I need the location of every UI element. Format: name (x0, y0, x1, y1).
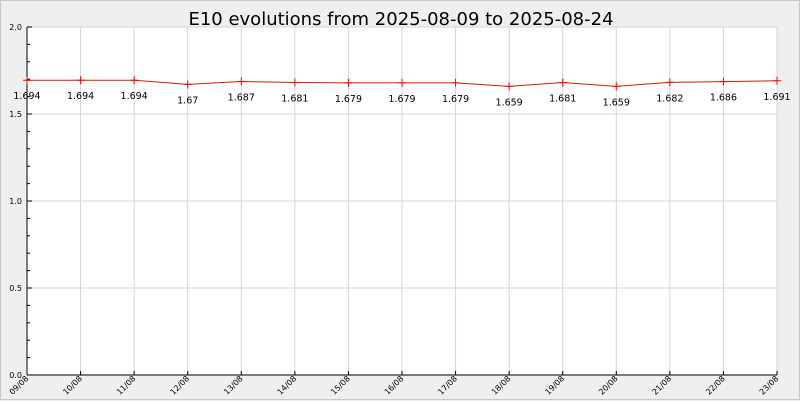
data-point (76, 76, 85, 85)
data-label: 1.679 (335, 94, 362, 105)
x-tick-label: 18/08 (490, 374, 513, 397)
data-label: 1.681 (549, 94, 576, 105)
y-tick-label: 1.0 (9, 197, 22, 206)
x-tick-label: 13/08 (222, 374, 245, 397)
data-label: 1.679 (388, 94, 415, 105)
x-tick-label: 20/08 (597, 374, 620, 397)
data-point (183, 80, 192, 89)
data-point (773, 76, 781, 85)
data-label: 1.67 (177, 95, 198, 106)
data-point (719, 77, 728, 86)
data-label: 1.679 (442, 94, 469, 105)
data-point (344, 78, 353, 87)
data-label: 1.659 (603, 97, 630, 108)
x-tick-label: 16/08 (383, 374, 406, 397)
y-axis-ticks: 0.0 0.5 1.0 1.5 2.0 (9, 23, 32, 380)
data-label: 1.659 (496, 97, 523, 108)
data-point (237, 77, 246, 86)
x-tick-label: 19/08 (543, 374, 566, 397)
data-label: 1.687 (228, 92, 255, 103)
data-point (290, 78, 299, 87)
x-tick-label: 14/08 (276, 374, 299, 397)
data-labels: 1.694 1.694 1.694 1.67 1.687 1.681 1.679 1.679 1… (13, 91, 790, 108)
y-tick-label: 0.5 (9, 284, 22, 293)
y-tick-label: 0.0 (9, 371, 22, 380)
x-tick-label: 23/08 (758, 374, 781, 397)
y-tick-label: 2.0 (9, 23, 22, 32)
data-point (612, 82, 621, 91)
x-tick-label: 17/08 (436, 374, 459, 397)
data-point (398, 78, 406, 87)
data-point (23, 76, 31, 85)
data-point (451, 78, 460, 87)
series-e10 (23, 76, 781, 91)
data-label: 1.694 (13, 91, 40, 102)
chart-title: E10 evolutions from 2025-08-09 to 2025-0… (188, 9, 613, 30)
x-tick-label: 21/08 (651, 374, 674, 397)
data-point (505, 82, 514, 91)
data-label: 1.694 (121, 91, 148, 102)
data-label: 1.694 (67, 91, 94, 102)
x-tick-label: 10/08 (61, 374, 84, 397)
data-point (130, 76, 139, 85)
data-point (665, 78, 674, 87)
data-label: 1.686 (710, 93, 737, 104)
x-tick-label: 12/08 (168, 374, 191, 397)
y-tick-label: 1.5 (9, 110, 22, 119)
x-tick-label: 22/08 (704, 374, 727, 397)
data-point (558, 78, 567, 87)
x-tick-label: 11/08 (115, 374, 138, 397)
data-label: 1.681 (281, 94, 308, 105)
data-label: 1.691 (763, 92, 790, 103)
data-label: 1.682 (656, 93, 683, 104)
x-tick-label: 15/08 (329, 374, 352, 397)
